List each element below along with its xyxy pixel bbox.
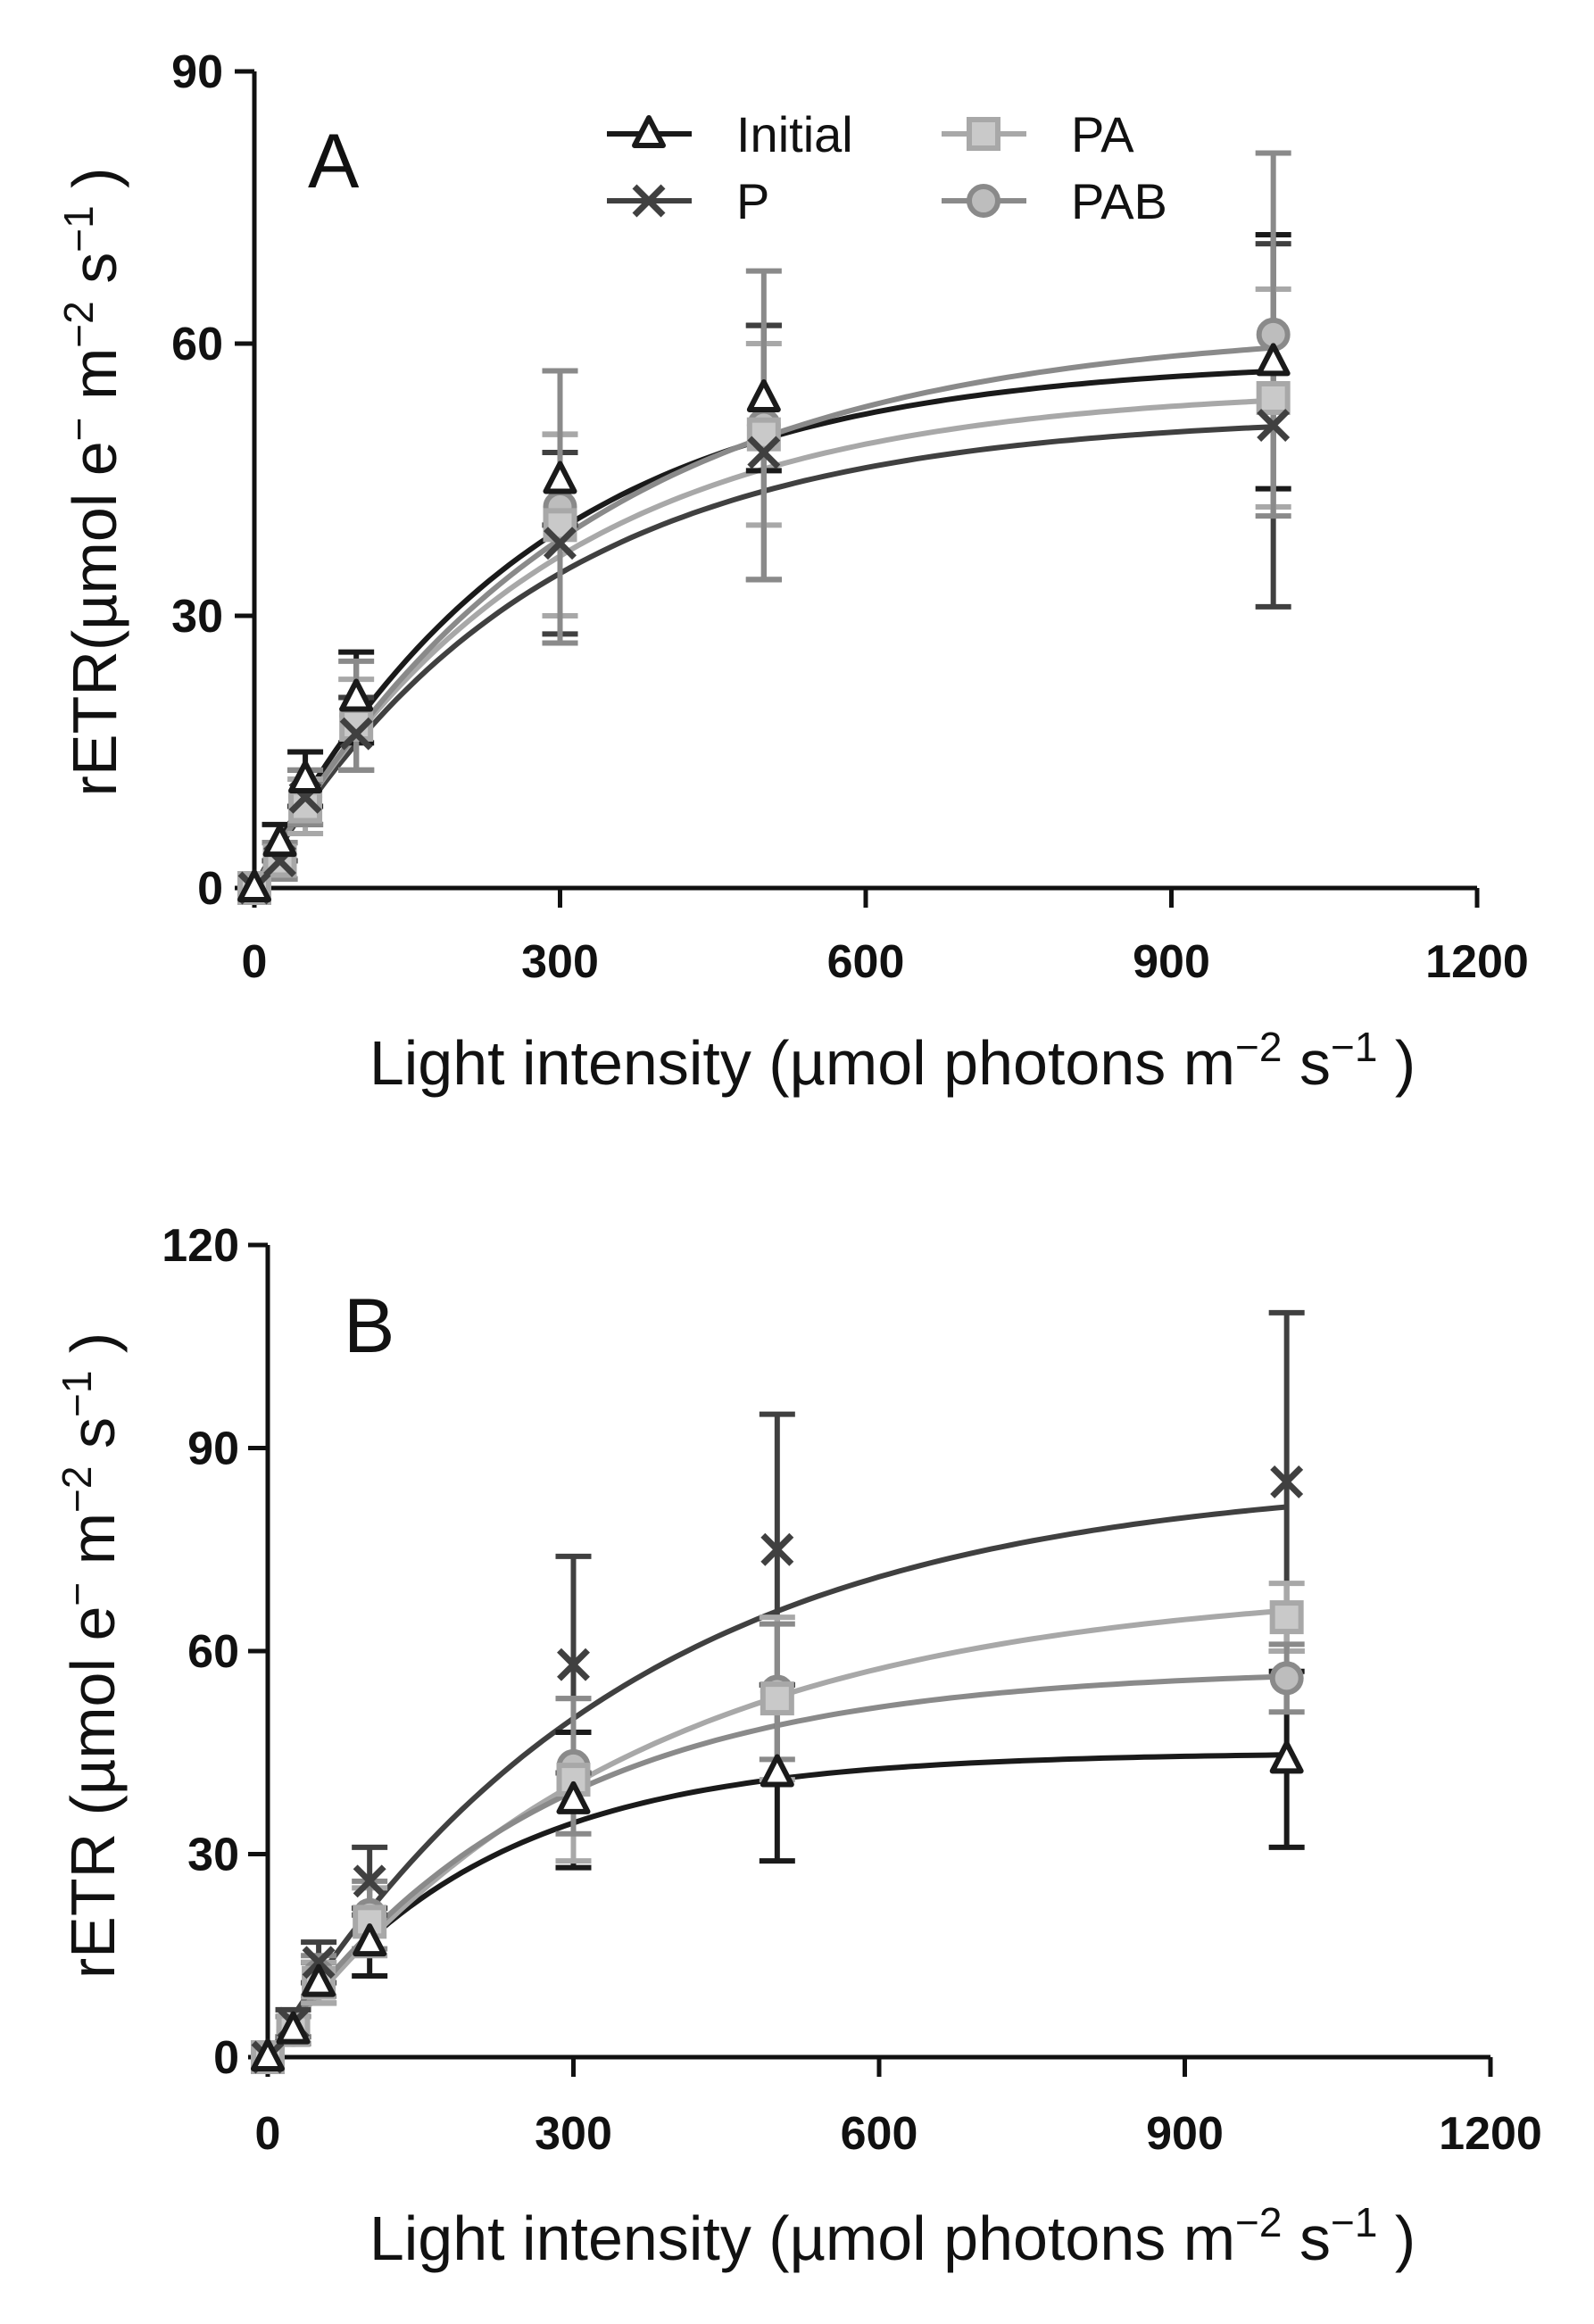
data-point-p [760,1532,794,1566]
x-tick-label: 300 [535,2108,612,2160]
chart-panel-a: 0 300 600 900 1200 0 30 60 90 Light intensity (µm… [55,46,1529,1098]
legend-marker-initial [632,115,666,148]
x-tick-label: 0 [242,936,268,988]
legend-label-pa: PA [1071,106,1134,162]
legend-item-pab: PAB [942,173,1167,229]
legend-item-pa: PA [942,106,1134,162]
data-point-initial [353,1923,387,1957]
x-tick-label: 600 [841,2108,918,2160]
x-tick-label: 900 [1133,936,1210,988]
legend-item-p: P [607,173,769,229]
data-point-pab [1269,1661,1304,1696]
x-tick-label: 300 [521,936,599,988]
data-point-p [747,436,781,469]
x-tick-label: 600 [827,936,905,988]
data-point-initial [339,678,374,712]
legend-marker-pa [967,117,1000,151]
x-tick-label: 900 [1146,2108,1224,2160]
legend-label-initial: Initial [736,106,853,162]
data-point-initial [1269,1740,1304,1774]
x-tick-label: 1200 [1425,936,1529,988]
data-point-pa [1256,381,1291,415]
data-point-initial [288,760,323,793]
data-point-initial [543,461,577,494]
legend-marker-pab [967,184,1000,218]
y-tick-label: 90 [187,1423,239,1475]
data-point-initial [251,2038,285,2071]
x-axis-label: Light intensity (µmol photons m−2 s−1 ) [369,1024,1416,1098]
data-point-initial [276,2011,311,2045]
y-tick-label: 0 [213,2032,239,2084]
data-point-p [557,1648,590,1681]
data-point-p [353,1864,386,1898]
data-point-initial [237,869,271,902]
y-tick-label: 0 [197,863,223,915]
x-tick-label: 1200 [1439,2108,1542,2160]
data-point-initial [1256,343,1291,377]
y-tick-label: 30 [187,1830,239,1881]
panel-label: A [308,119,360,204]
panel-label: B [344,1283,394,1369]
data-point-p [1270,1465,1304,1498]
y-tick-label: 30 [171,591,223,643]
data-point-initial [262,824,297,858]
data-point-pa [1269,1600,1304,1635]
y-tick-label: 120 [162,1220,239,1272]
y-axis-label: rETR (µmol e− m−2 s−1 ) [54,1332,128,1979]
data-point-initial [746,379,781,412]
legend-label-pab: PAB [1071,173,1167,229]
data-point-p [1257,409,1291,442]
legend-marker-p [632,184,666,218]
legend-label-p: P [736,173,769,229]
y-tick-label: 90 [171,46,223,98]
legend-item-initial: Initial [607,106,853,162]
x-axis-label: Light intensity (µmol photons m−2 s−1 ) [369,2199,1416,2273]
data-point-p [339,717,373,751]
data-point-p [302,1946,336,1980]
x-tick-label: 0 [255,2108,281,2160]
legend: Initial P PA PAB [607,106,1167,229]
y-tick-label: 60 [187,1626,239,1678]
data-point-pa [760,1681,794,1716]
data-point-initial [556,1780,591,1814]
y-tick-label: 60 [171,319,223,370]
data-point-p [544,527,577,560]
data-point-initial [302,1963,336,1997]
y-axis-label: rETR(µmol e− m−2 s−1 ) [55,168,129,797]
data-point-initial [760,1754,794,1788]
chart-panel-b: 0 300 600 900 1200 0 30 60 90 120 Light intensity … [54,1220,1542,2273]
